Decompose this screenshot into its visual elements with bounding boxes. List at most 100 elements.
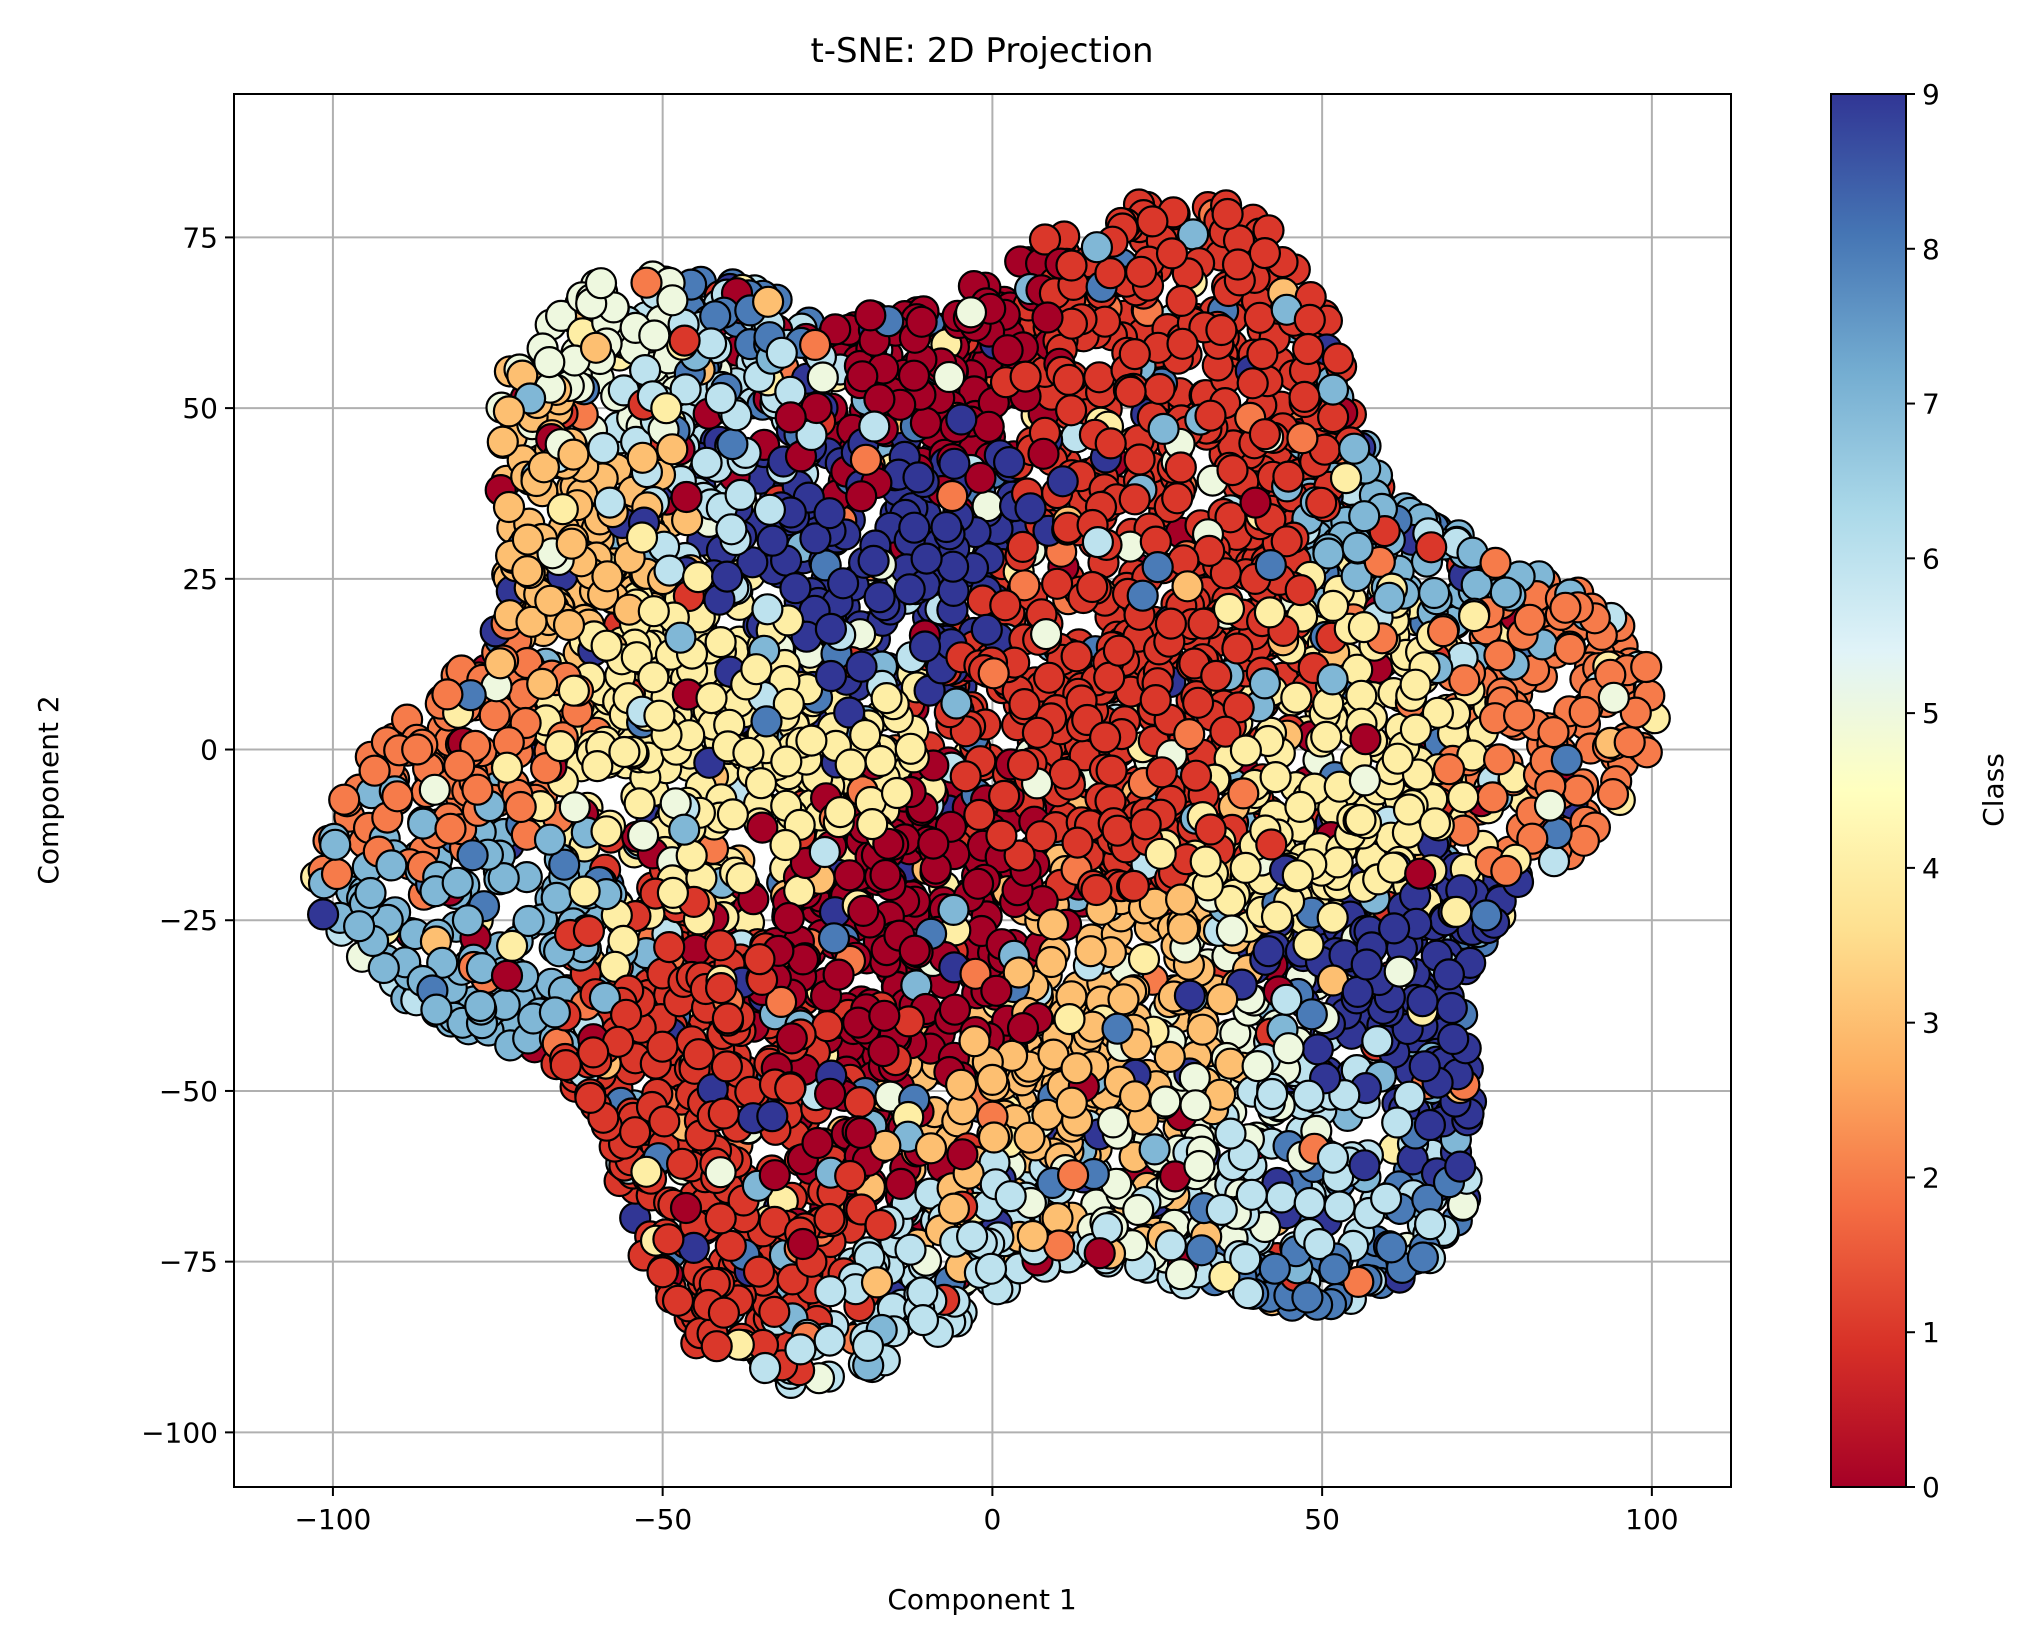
scatter-point bbox=[868, 999, 901, 1032]
scatter-point bbox=[725, 862, 758, 895]
scatter-point bbox=[1348, 764, 1382, 797]
scatter-point bbox=[1348, 500, 1381, 533]
scatter-point bbox=[751, 285, 785, 318]
scatter-point bbox=[917, 827, 950, 860]
scatter-point bbox=[1479, 546, 1512, 580]
scatter-point bbox=[1630, 650, 1663, 684]
scatter-point bbox=[1101, 814, 1134, 847]
scatter-point bbox=[813, 1324, 846, 1357]
scatter-point bbox=[646, 1256, 679, 1289]
scatter-point bbox=[704, 381, 737, 415]
scatter-point bbox=[974, 1252, 1008, 1285]
scatter-point bbox=[699, 300, 732, 333]
scatter-point bbox=[1052, 363, 1085, 396]
scatter-point bbox=[1375, 1231, 1408, 1264]
scatter-point bbox=[1147, 412, 1180, 445]
scatter-point bbox=[1056, 1159, 1090, 1192]
scatter-point bbox=[1597, 681, 1630, 714]
scatter-point bbox=[1008, 687, 1041, 721]
scatter-point bbox=[1248, 418, 1282, 451]
scatter-point bbox=[572, 914, 606, 948]
scatter-point bbox=[753, 493, 787, 526]
scatter-point bbox=[704, 1202, 737, 1235]
scatter-point bbox=[511, 554, 544, 588]
scatter-point bbox=[936, 550, 970, 583]
scatter-point bbox=[1323, 1190, 1356, 1223]
scatter-point bbox=[817, 922, 851, 955]
scatter-point bbox=[945, 403, 978, 436]
scatter-point bbox=[811, 1010, 844, 1043]
scatter-point bbox=[845, 650, 878, 683]
scatter-point bbox=[814, 1275, 847, 1308]
scatter-point bbox=[1061, 826, 1094, 859]
scatter-point bbox=[420, 993, 453, 1026]
scatter-point bbox=[1406, 1241, 1440, 1274]
scatter-point bbox=[1502, 699, 1536, 732]
scatter-point bbox=[756, 524, 789, 557]
scatter-point bbox=[1006, 530, 1039, 564]
scatter-point bbox=[1329, 462, 1363, 495]
scatter-point bbox=[1221, 632, 1254, 665]
scatter-point bbox=[1482, 743, 1516, 776]
scatter-point bbox=[587, 431, 620, 465]
scatter-point bbox=[661, 1284, 695, 1317]
scatter-point bbox=[1301, 1033, 1334, 1066]
scatter-point bbox=[1161, 482, 1194, 515]
scatter-point bbox=[1009, 360, 1042, 393]
scatter-point bbox=[668, 324, 701, 357]
scatter-point bbox=[478, 699, 511, 732]
scatter-point bbox=[1369, 1182, 1403, 1215]
scatter-point bbox=[786, 1227, 820, 1261]
scatter-point bbox=[1035, 945, 1068, 979]
scatter-point bbox=[1231, 1277, 1265, 1310]
scatter-point bbox=[492, 490, 526, 524]
scatter-point bbox=[1149, 1085, 1182, 1118]
scatter-point bbox=[783, 874, 816, 907]
scatter-point bbox=[441, 866, 474, 899]
scatter-point bbox=[1561, 774, 1595, 807]
scatter-point bbox=[367, 951, 400, 985]
scatter-point bbox=[1076, 570, 1109, 604]
scatter-point bbox=[694, 327, 728, 360]
scatter-point bbox=[826, 567, 860, 600]
scatter-point bbox=[1164, 1258, 1198, 1291]
scatter-point bbox=[1153, 1040, 1186, 1074]
scatter-point bbox=[1040, 567, 1074, 600]
scatter-point bbox=[1236, 367, 1269, 400]
scatter-point bbox=[504, 790, 537, 824]
scatter-point bbox=[1383, 955, 1416, 988]
scatter-point bbox=[682, 1038, 715, 1071]
scatter-point bbox=[1179, 759, 1213, 792]
scatter-point bbox=[546, 493, 579, 526]
scatter-point bbox=[653, 554, 686, 587]
scatter-point bbox=[670, 480, 703, 514]
scatter-point bbox=[869, 858, 902, 892]
scatter-point bbox=[833, 859, 866, 892]
scatter-point bbox=[1408, 1050, 1441, 1083]
scatter-point bbox=[1338, 432, 1371, 465]
scatter-point bbox=[669, 1191, 703, 1225]
scatter-point bbox=[1437, 1022, 1470, 1056]
scatter-point bbox=[625, 521, 659, 554]
scatter-point bbox=[1114, 375, 1147, 408]
scatter-point bbox=[544, 299, 578, 332]
scatter-point bbox=[495, 929, 529, 963]
scatter-point bbox=[1235, 1178, 1268, 1211]
scatter-point bbox=[1316, 901, 1349, 934]
scatter-point bbox=[1321, 342, 1355, 375]
scatter-point bbox=[1124, 255, 1158, 288]
scatter-point bbox=[704, 929, 737, 962]
scatter-point bbox=[638, 319, 671, 352]
scatter-point bbox=[1080, 231, 1114, 264]
scatter-point bbox=[1036, 908, 1070, 941]
scatter-point bbox=[568, 875, 601, 908]
scatter-point bbox=[1107, 983, 1140, 1016]
scatter-point bbox=[893, 573, 926, 606]
scatter-point bbox=[464, 989, 497, 1023]
scatter-point bbox=[955, 1220, 989, 1253]
scatter-point bbox=[894, 1233, 927, 1266]
scatter-point bbox=[851, 1329, 885, 1363]
scatter-point bbox=[801, 1126, 834, 1160]
scatter-point bbox=[540, 881, 573, 915]
